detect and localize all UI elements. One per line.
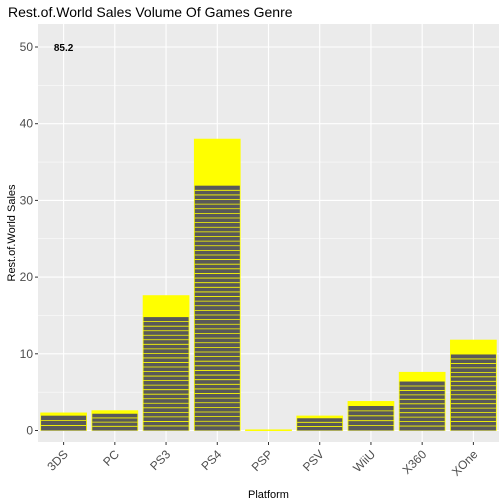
chart-title: Rest.of.World Sales Volume Of Games Genr… [8,4,293,20]
y-axis: 0 10 20 30 40 50 [20,40,38,437]
segment-lines-X360 [399,385,445,427]
x-tick-label-WiiU: WiiU [350,447,378,475]
bar-segments-PS4 [194,185,240,431]
x-axis-title: Platform [248,489,289,501]
x-tick-label-PSV: PSV [300,447,327,474]
segment-lines-WiiU [348,410,394,426]
y-tick-label: 0 [26,423,33,437]
bar-segments-XOne [450,354,496,431]
x-tick-label-PS4: PS4 [198,447,224,473]
segment-lines-3DS [41,420,87,426]
x-tick-label-PC: PC [100,447,122,469]
segment-lines-PS3 [143,321,189,427]
segment-lines-PS4 [194,189,240,427]
x-tick-label-PS3: PS3 [147,447,173,473]
bar-segments-X360 [399,381,445,431]
y-tick-label: 10 [20,347,34,361]
x-tick-label-X360: X360 [400,447,430,477]
y-tick-label: 30 [20,193,34,207]
y-tick-label: 50 [20,40,34,54]
x-tick-label-PSP: PSP [249,447,276,474]
bar-segments-PS3 [143,317,189,431]
x-axis: 3DS PC PS3 PS4 PSP PSV WiiU X360 XOne [44,442,481,479]
y-tick-label: 40 [20,117,34,131]
bars [40,138,497,432]
bar-segments-WiiU [348,406,394,431]
segment-lines-PSV [297,421,343,427]
x-tick-label-3DS: 3DS [44,447,70,473]
y-axis-title: Rest.of.World Sales [6,184,18,282]
annotation-label: 85.2 [54,43,74,54]
segment-lines-XOne [450,358,496,427]
bar-segments-PSV [297,418,343,431]
segment-lines-PC [92,417,138,427]
bar-segments-3DS [41,415,87,431]
x-tick-label-XOne: XOne [449,447,481,479]
bar-PSP [245,429,292,432]
y-tick-label: 20 [20,270,34,284]
